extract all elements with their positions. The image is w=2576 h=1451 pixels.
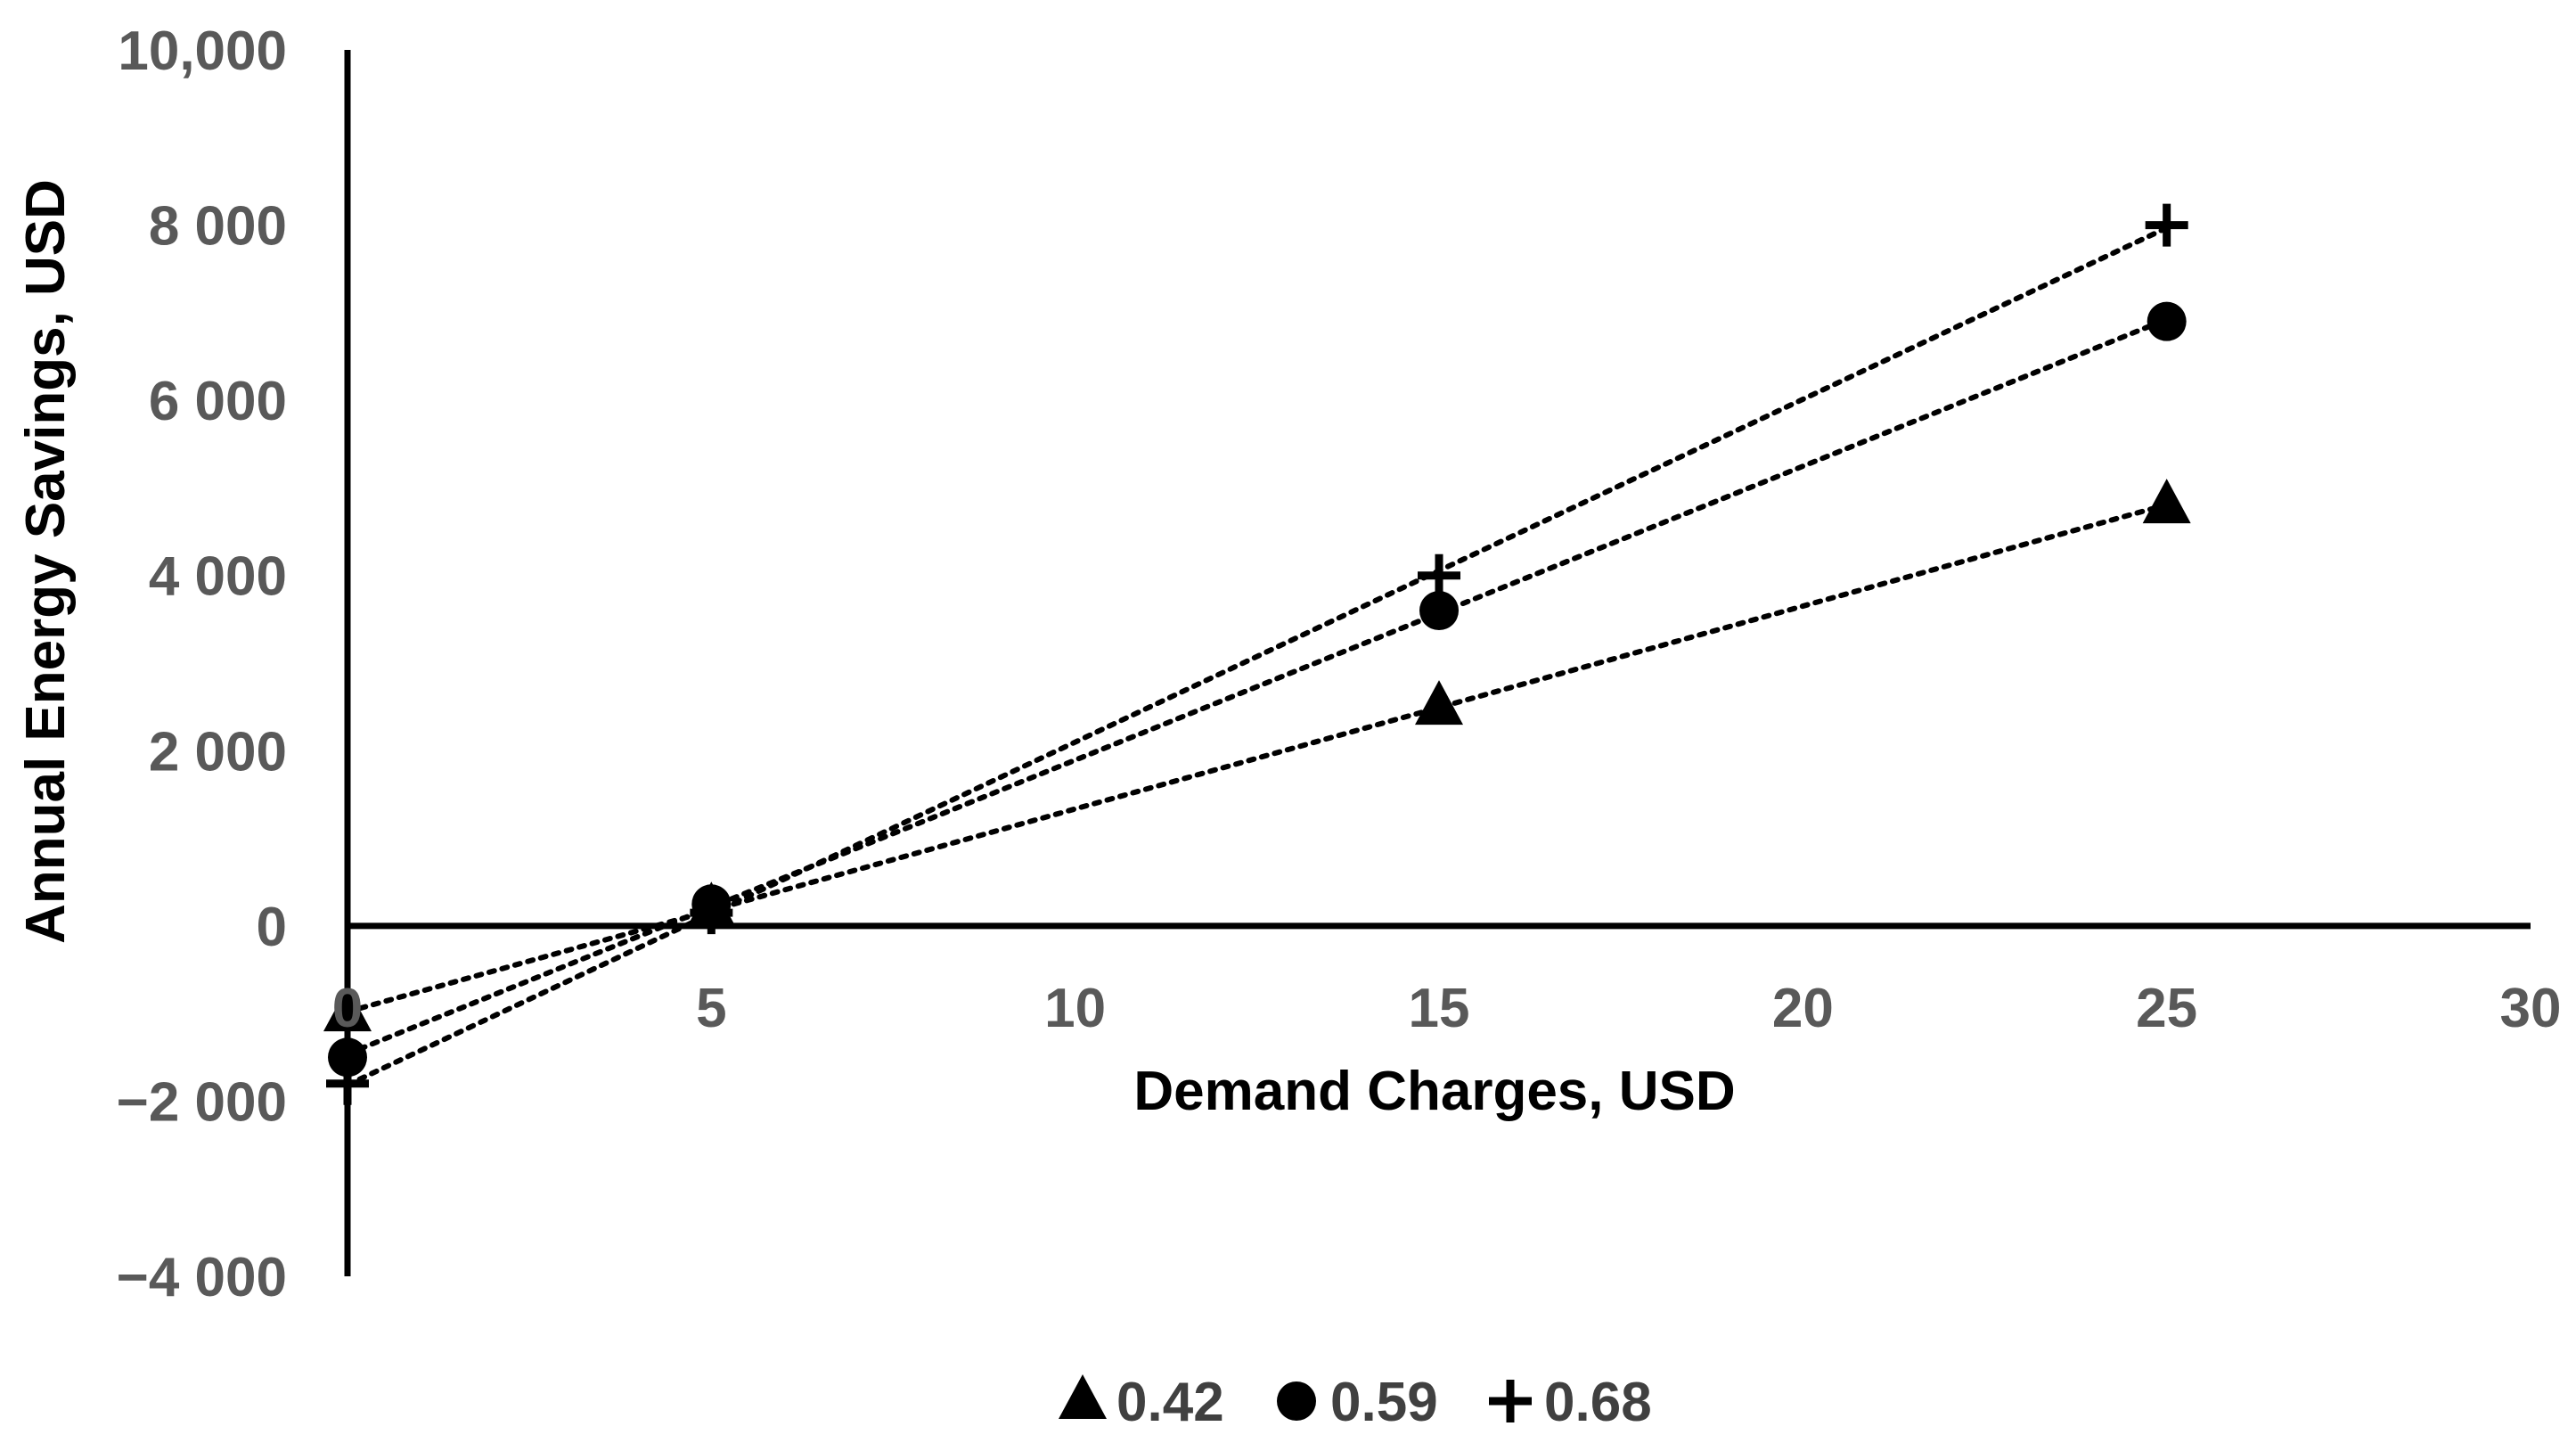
data-points [323, 203, 2191, 1105]
y-tick-label: 0 [257, 897, 287, 958]
y-tick-label: 4 000 [149, 546, 287, 608]
x-tick-label: 20 [1772, 978, 1834, 1039]
x-axis-title: Demand Charges, USD [1133, 1061, 1735, 1122]
y-axis-title: Annual Energy Savings, USD [15, 179, 77, 944]
data-point-0.59 [328, 1037, 367, 1078]
legend-label: 0.59 [1330, 1372, 1438, 1433]
x-tick-label: 5 [696, 978, 726, 1039]
legend-item-0.68: 0.68 [1489, 1372, 1652, 1433]
tick-labels: 10,000 8 000 6 000 4 000 2 000 0 −2 000 −4 000 0… [117, 20, 2562, 1308]
y-tick-label: −2 000 [117, 1071, 287, 1133]
y-tick-label: 6 000 [149, 371, 287, 432]
x-tick-label: 30 [2500, 978, 2562, 1039]
trendline-0.68 [345, 225, 2170, 1088]
legend-marker-icon [1277, 1381, 1316, 1421]
data-point-0.68 [326, 1062, 369, 1105]
y-tick-label: 8 000 [149, 196, 287, 258]
x-tick-label: 0 [332, 978, 363, 1039]
trendline-0.42 [345, 502, 2170, 1015]
data-point-0.59 [1419, 591, 1459, 631]
legend-marker-icon [1059, 1374, 1107, 1419]
legend-item-0.59: 0.59 [1277, 1372, 1438, 1433]
x-tick-label: 10 [1044, 978, 1106, 1039]
y-tick-label: 10,000 [118, 20, 287, 82]
legend-marker-icon [1489, 1380, 1532, 1422]
data-point-0.68 [1418, 553, 1460, 597]
data-point-0.42 [323, 987, 372, 1032]
legend: 0.42 0.59 0.68 [1059, 1372, 1652, 1433]
legend-item-0.42: 0.42 [1059, 1372, 1224, 1433]
x-tick-label: 15 [1409, 978, 1470, 1039]
legend-label: 0.68 [1544, 1372, 1652, 1433]
legend-label: 0.42 [1116, 1372, 1224, 1433]
y-tick-label: −4 000 [117, 1247, 287, 1308]
y-tick-label: 2 000 [149, 721, 287, 783]
data-point-0.42 [1415, 680, 1463, 726]
data-point-0.42 [2142, 479, 2191, 524]
x-tick-label: 25 [2136, 978, 2197, 1039]
trendlines [345, 225, 2170, 1088]
data-point-0.68 [2145, 203, 2188, 247]
trendline-0.59 [345, 316, 2170, 1057]
data-point-0.59 [2147, 301, 2187, 341]
data-point-0.68 [690, 891, 733, 935]
